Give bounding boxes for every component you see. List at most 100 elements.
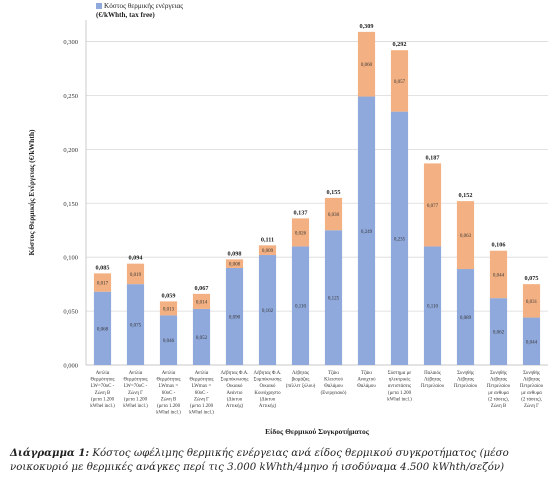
x-tick-label: Ζώνη Γ [524,404,539,409]
x-tick-label: Οικιακό [227,384,244,389]
top-value-label: 0,008 [229,263,241,268]
bar-base [456,269,475,365]
x-tick-label: (μετα 1.200 [124,397,148,402]
bar-top [423,163,442,247]
figure-caption: Διάγραμμα 1: Κόστος ωφέλιμης θερμικής εν… [10,446,555,475]
x-tick-label: Συνηθής [523,371,540,376]
x-tick-label: LW=70oC - [91,384,115,389]
x-tick-label: (μετα 1.200 [91,397,115,402]
x-tick-label: kWhel incl.) [156,411,181,416]
x-tick-label: Λέβητας [490,378,507,383]
y-tick-label: 0,100 [63,255,78,262]
legend-entry: Κόστος θερμικής ενέργειας [96,2,183,11]
x-tick-label: Συμπύκνωσης [221,378,249,383]
base-value-label: 0,089 [460,316,472,321]
total-value-label: 0,187 [426,154,440,161]
total-value-label: 0,106 [492,242,506,249]
x-tick-label: (2 τάσεις), [488,397,509,402]
x-tick-label: Λέβητας [292,371,309,376]
y-axis-title: Κόστος Θερμικής Ενέργειας (€/kWhth) [27,129,36,256]
x-tick-label: kWhel incl.) [189,411,214,416]
x-tick-label: Ανοιχτού [357,378,376,383]
top-value-label: 0,013 [163,307,175,312]
x-tick-label: Αττικής) [226,404,244,409]
legend: Κόστος θερμικής ενέργειας (€/kWhth, tax … [96,2,183,20]
total-value-label: 0,094 [129,255,143,262]
x-tick-label: (μετα 1.200 [388,391,412,396]
bar-top [456,201,475,270]
x-tick-label: (πέλλετ ξύλου) [286,384,316,389]
x-tick-label: kWhel incl.) [387,397,412,402]
legend-entry-unit: (€/kWhth, tax free) [96,11,155,19]
x-tick-label: Πετρελαίου [487,384,511,389]
x-tick-label: Οικιακό [260,384,277,389]
total-value-label: 0,085 [96,264,110,271]
bar-top [126,263,145,285]
x-tick-label: kWhel incl.) [123,404,148,409]
bar-base [489,298,508,365]
top-value-label: 0,063 [460,234,472,239]
bar-top [357,31,376,97]
x-tick-label: Αντλία [129,371,143,376]
x-tick-label: Συνηθής [457,371,474,376]
y-tick-label: 0,250 [63,93,78,100]
bar-top [225,259,244,268]
bar-top [390,50,409,112]
x-tick-label: 60oC - [162,391,176,396]
total-value-label: 0,152 [459,192,473,199]
x-tick-label: LWmax = [192,384,212,389]
y-tick-label: 0,300 [63,39,78,46]
total-value-label: 0,292 [393,41,407,48]
x-tick-label: Αντλία [162,371,176,376]
x-tick-label: kWhel incl.) [90,404,115,409]
x-tick-label: Λέβητας [523,378,540,383]
bar-base [522,317,541,365]
y-tick-label: 0,050 [63,309,78,316]
x-tick-label: Πετρελαίου [454,384,478,389]
top-value-label: 0,009 [262,249,274,254]
bar-top [159,301,178,316]
total-value-label: 0,111 [261,236,274,243]
bar-base [390,111,409,365]
top-value-label: 0,014 [196,300,208,305]
base-value-label: 0,052 [196,336,208,341]
x-tick-label: Πετρελαίου [520,384,544,389]
x-tick-label: Θερμότητας [123,378,147,383]
x-tick-label: με ανθυμα [521,391,542,396]
base-value-label: 0,090 [229,315,241,320]
x-tick-label: Λέβητας [457,378,474,383]
base-value-label: 0,235 [394,237,406,242]
bar-base [324,230,343,365]
x-tick-label: Θερμότητας [189,378,213,383]
x-tick-label: Κλειστού [324,378,343,383]
base-value-label: 0,046 [163,339,175,344]
y-tick-label: 0,150 [63,201,78,208]
bar-top [192,293,211,309]
bar-base [291,246,310,365]
bar-base [192,308,211,365]
total-value-label: 0,137 [294,209,308,216]
base-value-label: 0,110 [427,305,439,310]
legend-swatch [96,3,102,10]
bar-base [93,291,112,365]
x-tick-label: Ζώνη Γ [194,397,209,402]
x-tick-label: LWmax = [159,384,179,389]
x-tick-label: Αντλία [96,371,110,376]
x-tick-label: (μετα 1.200 [190,404,214,409]
bar-top [522,284,541,318]
bar-base [423,246,442,365]
x-tick-label: βιομάζας [292,377,310,383]
caption-prefix: Διάγραμμα 1: [10,447,90,459]
x-tick-label: Τζάκι [328,370,340,376]
total-value-label: 0,309 [360,23,374,30]
x-tick-label: Αττικής) [259,404,277,409]
bar-base [159,315,178,365]
x-tick-label: (Δίκτυο [227,397,243,402]
bar-top [324,197,343,231]
base-value-label: 0,044 [526,340,538,345]
x-tick-label: Ζώνη Β [491,404,507,409]
x-tick-label: Θαλάμου [324,384,343,389]
y-tick-label: 0,000 [63,363,78,370]
x-tick-label: Συνηθής [490,371,507,376]
x-axis-title: Είδος Θερμικού Συγκροτήματος [265,427,370,436]
